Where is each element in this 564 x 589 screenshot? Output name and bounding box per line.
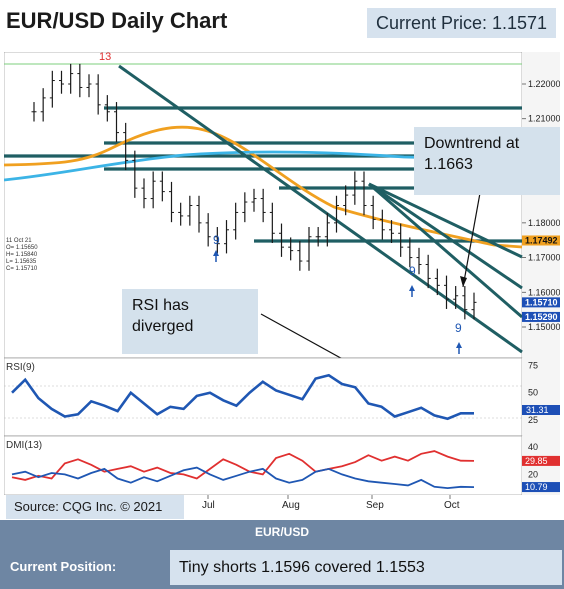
price-tick-label: 1.22000: [528, 79, 560, 89]
price-tick-label: 1.21000: [528, 114, 560, 124]
svg-text:9: 9: [409, 264, 416, 278]
footer-title: EUR/USD: [254, 525, 309, 539]
chart-title: EUR/USD Daily Chart: [6, 8, 228, 33]
svg-text:13: 13: [99, 52, 111, 63]
rsi-divergence-annotation: RSI has diverged: [122, 289, 258, 354]
ohlc-readout-line: C= 1.15710: [6, 266, 38, 272]
rsi-tick-label: 25: [528, 415, 538, 425]
current-position-label: Current Position:: [10, 559, 117, 574]
price-tick-label: 1.17000: [528, 253, 560, 263]
ohlc-readout-line: L= 1.15635: [6, 259, 37, 265]
current-price-tag: [522, 297, 560, 308]
dmi-tick-label: 40: [528, 442, 538, 452]
current-price-tag-label: 1.15710: [525, 297, 558, 307]
dmi-minus-line: [11, 466, 475, 490]
dmi-current-tag-label: 29.85: [525, 456, 548, 466]
chart-frame: 11 Oct 21 O= 1.15650 H= 1.15840 L= 1.15635 C…: [3, 51, 561, 515]
rsi-tick-label: 75: [528, 361, 538, 371]
downtrend-annotation: Downtrend at 1.1663: [414, 127, 560, 195]
rsi-tick-label: 50: [528, 388, 538, 398]
current-price-tag-label: 1.17492: [525, 235, 558, 245]
dmi-current-tag-label: 10.79: [525, 482, 548, 492]
dmi-current-tag: [522, 482, 560, 493]
price-tick-label: 1.15000: [528, 322, 560, 332]
price-tick-label: 1.18000: [528, 218, 560, 228]
ohlc-readout-line: 11 Oct 21: [6, 238, 32, 244]
month-tick-label: Jul: [202, 500, 215, 511]
rsi-current-tag: 31.31: [526, 405, 549, 415]
current-position-value: Tiny shorts 1.1596 covered 1.1553: [170, 550, 562, 585]
price-tick-label: 1.16000: [528, 287, 560, 297]
month-tick-label: Sep: [366, 500, 384, 511]
current-price-tag-label: 1.15290: [525, 312, 558, 322]
current-price-box: Current Price: 1.1571: [367, 8, 556, 38]
dmi-tick-label: 20: [528, 469, 538, 479]
rsi-series-line: [11, 373, 474, 421]
month-tick-label: Oct: [444, 500, 460, 511]
rsi-title: RSI(9): [6, 362, 35, 373]
ohlc-readout-line: H= 1.15840: [6, 252, 38, 258]
dmi-current-tag: [522, 455, 560, 466]
current-price-tag: [522, 235, 560, 246]
svg-text:9: 9: [213, 233, 220, 247]
dmi-title: DMI(13): [6, 440, 42, 451]
dmi-plus-line: [11, 450, 475, 481]
month-tick-label: Aug: [282, 500, 300, 511]
source-credit: Source: CQG Inc. © 2021: [6, 495, 184, 519]
ohlc-readout-line: O= 1.15650: [6, 245, 38, 251]
svg-text:9: 9: [455, 321, 462, 335]
position-footer: EUR/USD Current Position: Tiny shorts 1.…: [0, 520, 564, 589]
current-price-tag: [522, 311, 560, 322]
